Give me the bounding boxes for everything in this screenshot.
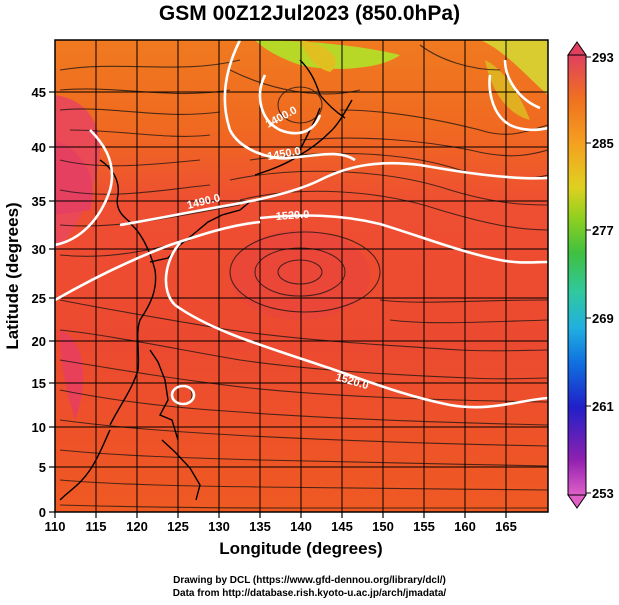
x-tick-label: 125	[167, 519, 189, 534]
map-title: GSM 00Z12Jul2023 (850.0hPa)	[158, 2, 461, 25]
x-tick-label: 120	[126, 519, 148, 534]
y-tick-label: 35	[32, 194, 46, 209]
credits-line-drawing: Drawing by DCL (https://www.gfd-dennou.o…	[173, 575, 446, 586]
credits: Drawing by DCL (https://www.gfd-dennou.o…	[0, 574, 619, 600]
y-tick-label: 45	[32, 85, 46, 100]
x-tick-label: 165	[495, 519, 517, 534]
x-tick-label: 155	[413, 519, 435, 534]
tick-marks	[49, 91, 507, 518]
colorbar-tick-label: 253	[592, 486, 614, 501]
y-tick-labels: 0 5 10 15 20 25 30 35 40 45	[32, 85, 46, 520]
x-tick-label: 145	[331, 519, 353, 534]
colorbar-tick-label: 277	[592, 223, 614, 238]
colorbar-top-arrow	[567, 41, 587, 56]
contour-label-1450: 1450.0	[266, 145, 301, 163]
credits-line-data: Data from http://database.rish.kyoto-u.a…	[172, 588, 447, 599]
y-tick-label: 40	[32, 140, 46, 155]
y-tick-label: 10	[32, 420, 46, 435]
y-tick-label: 20	[32, 334, 46, 349]
colorbar-tick-label: 293	[592, 50, 614, 65]
y-tick-label: 25	[32, 291, 46, 306]
height-contours	[55, 40, 548, 409]
colorbar: 293 285 277 269 261 253	[567, 41, 614, 509]
y-tick-label: 0	[39, 505, 46, 520]
map-figure: 1400.0 1450.0 1490.0 1520.0 1520.0 110 1…	[3, 39, 614, 558]
contour-label-1520-north: 1520.0	[275, 209, 309, 223]
grid-lines	[54, 40, 548, 513]
y-tick-label: 30	[32, 242, 46, 257]
x-tick-labels: 110 115 120 125 130 135 140 145 150 155 …	[45, 519, 517, 534]
x-tick-label: 110	[45, 519, 66, 534]
x-tick-label: 160	[454, 519, 476, 534]
colorbar-bottom-arrow	[567, 494, 587, 509]
y-tick-label: 15	[32, 376, 46, 391]
x-tick-label: 135	[249, 519, 271, 534]
y-axis-label: Latitude (degrees)	[3, 202, 22, 349]
colorbar-tick-label: 261	[592, 399, 614, 414]
x-tick-label: 140	[290, 519, 312, 534]
x-tick-label: 150	[372, 519, 394, 534]
x-axis-label: Longitude (degrees)	[219, 539, 382, 558]
colorbar-gradient	[567, 54, 587, 496]
colorbar-tick-label: 285	[592, 136, 614, 151]
x-tick-label: 130	[208, 519, 230, 534]
y-tick-label: 5	[39, 460, 46, 475]
x-tick-label: 115	[86, 519, 107, 534]
colorbar-tick-label: 269	[592, 311, 614, 326]
